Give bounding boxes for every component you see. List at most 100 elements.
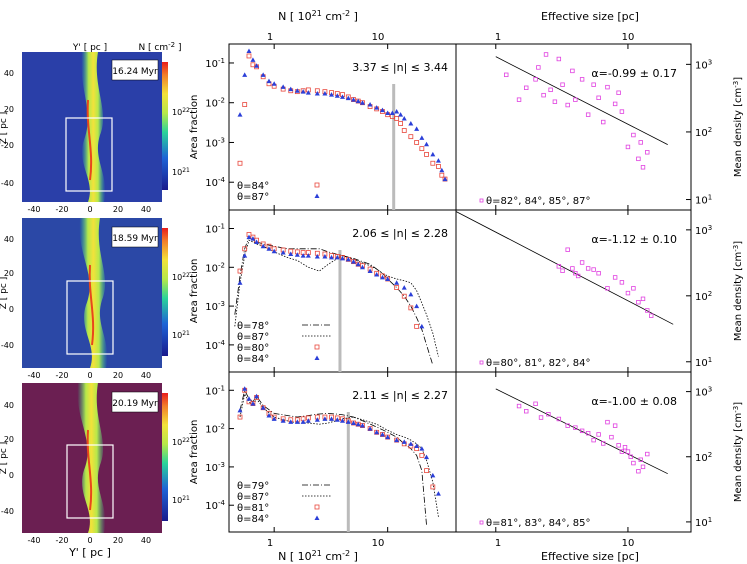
data-point <box>436 163 441 169</box>
data-point <box>645 308 650 313</box>
data-point <box>408 441 414 446</box>
bottom-n-axis-label: N [ 1021 cm-2 ] <box>278 549 358 563</box>
data-point <box>565 247 570 252</box>
data-point <box>401 285 407 290</box>
data-point <box>424 141 430 147</box>
angles-label: θ=81°, 83°, 84°, 85° <box>486 518 590 529</box>
data-point <box>266 246 272 251</box>
data-point <box>570 68 575 74</box>
data-point <box>419 446 425 451</box>
area-ylabel: Area fraction <box>189 420 200 485</box>
selection-box <box>66 444 114 519</box>
data-point <box>619 449 625 454</box>
data-point <box>541 92 546 98</box>
data-point <box>585 430 591 436</box>
series-line <box>239 392 439 517</box>
map-ytick: -40 <box>1 341 14 350</box>
data-point <box>374 429 380 435</box>
data-point <box>638 140 643 145</box>
area-fraction-panel-1: 10-1 10-2 10-3 10-4 3.37 ≤ |n| ≤ 3.44 θ=84°θ=… <box>205 44 448 210</box>
density-ylabel: Mean density [cm-3] <box>732 77 744 177</box>
data-point <box>355 98 361 104</box>
data-point <box>250 57 256 62</box>
size-density-panel-1: 103 102 101 α=-0.99 ± 0.17 θ=82°, 84°, 85°, … <box>479 44 712 210</box>
map-ytick: -40 <box>1 507 14 516</box>
cbar-tick: 1022 <box>172 272 190 282</box>
colorbar <box>162 62 168 190</box>
data-point <box>359 423 365 428</box>
data-point <box>374 105 380 110</box>
data-point <box>636 300 641 305</box>
data-point <box>616 90 621 95</box>
data-point <box>385 434 391 440</box>
data-point <box>645 451 650 457</box>
data-point <box>504 72 509 78</box>
time-badge <box>111 59 159 81</box>
data-point <box>596 432 601 437</box>
data-point <box>419 135 425 140</box>
data-point <box>246 53 252 59</box>
data-point <box>394 437 400 443</box>
top-n-axis-label: N [ 1021 cm-2 ] <box>278 9 358 23</box>
data-point <box>367 426 373 431</box>
legend-label: θ=81° <box>237 503 269 514</box>
map-xtick: 20 <box>113 205 123 214</box>
data-point <box>628 454 633 459</box>
size-panel-3-frame <box>455 371 692 533</box>
data-point <box>645 150 650 155</box>
legend-swatch <box>314 504 320 510</box>
series-line <box>234 236 434 366</box>
data-point <box>389 110 395 116</box>
slope-label: α=-0.99 ± 0.17 <box>591 67 677 80</box>
filament-core <box>86 99 93 181</box>
angles-label: θ=80°, 81°, 82°, 84° <box>486 358 590 369</box>
data-point <box>640 296 646 302</box>
data-point <box>524 85 529 90</box>
data-point <box>631 286 636 291</box>
slope-label: α=-1.00 ± 0.08 <box>591 395 677 408</box>
time-badge <box>111 226 159 248</box>
map-ytick: -20 <box>1 141 14 150</box>
data-point <box>591 267 596 272</box>
data-point <box>649 313 654 318</box>
data-point <box>408 305 414 311</box>
data-point <box>439 167 445 173</box>
data-point <box>350 259 356 264</box>
ytick-label: 10-4 <box>205 499 225 512</box>
map-xtick: -20 <box>55 536 68 545</box>
data-point <box>573 271 578 276</box>
data-point <box>246 396 252 401</box>
data-point <box>516 97 522 102</box>
data-point <box>533 401 538 406</box>
data-point <box>556 56 562 62</box>
data-point <box>414 303 420 309</box>
data-point <box>345 419 351 424</box>
data-point <box>250 401 256 406</box>
data-point <box>533 77 538 82</box>
data-point <box>367 268 373 274</box>
map-xtick: -40 <box>27 205 40 214</box>
size-density-panel-2: 103 102 101 α=-1.12 ± 0.10 θ=80°, 81°, 82°, … <box>455 210 712 372</box>
map-ylabel: Z [ pc ] <box>0 112 9 144</box>
density-ylabel: Mean density [cm-3] <box>732 402 744 502</box>
data-point <box>596 95 601 100</box>
legend-label: θ=84° <box>237 354 269 365</box>
map-xtick: 0 <box>87 536 92 545</box>
data-point <box>260 405 266 410</box>
data-point <box>579 428 585 434</box>
time-label: 20.19 Myr <box>112 399 158 409</box>
legend-label: θ=87° <box>237 192 269 203</box>
data-point <box>424 152 429 157</box>
data-point <box>631 460 636 466</box>
data-point <box>271 416 277 421</box>
legend-swatch <box>314 355 320 360</box>
data-point <box>430 151 436 157</box>
data-point <box>280 250 286 255</box>
legend-label: θ=80° <box>237 343 269 354</box>
data-point <box>414 126 420 131</box>
data-point <box>430 484 436 490</box>
data-point <box>305 90 311 95</box>
map-ylabel: Z [ pc ] <box>0 277 9 309</box>
data-point <box>314 253 320 259</box>
data-point <box>237 112 243 117</box>
